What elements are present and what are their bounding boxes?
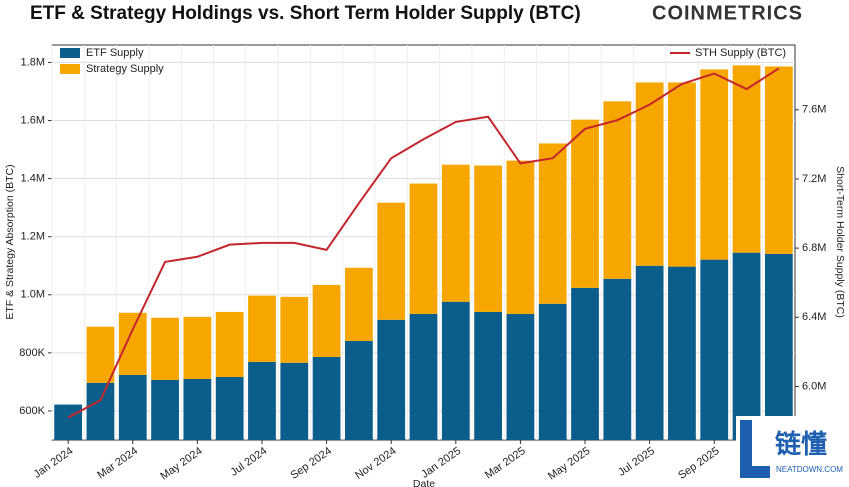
bar-segment [764, 253, 793, 440]
y-tick-label: 1.0M [21, 289, 45, 301]
bar-segment [215, 376, 244, 440]
y2-axis-label: Short-Term Holder Supply (BTC) [834, 166, 846, 318]
y-axis-label: ETF & Strategy Absorption (BTC) [4, 164, 16, 319]
bar-segment [635, 265, 664, 440]
brand: COINMETRICS [652, 2, 803, 24]
x-tick-label: Sep 2024 [289, 445, 334, 482]
legend-swatch [60, 64, 80, 74]
bar-segment [409, 313, 438, 440]
bar-segment [86, 326, 115, 383]
bar-segment [248, 361, 276, 440]
bar-segment [409, 183, 438, 314]
bar-segment [474, 311, 502, 440]
x-tick-label: May 2025 [546, 445, 592, 483]
x-tick-label: Nov 2024 [353, 445, 398, 482]
bar-segment [571, 119, 599, 288]
bar-segment [86, 382, 115, 440]
bar-segment [700, 69, 729, 260]
bar-segment [345, 267, 373, 341]
bar-segment [377, 319, 406, 440]
y-tick-label: 1.8M [21, 56, 45, 68]
line-series [67, 67, 780, 419]
legend-label: ETF Supply [86, 47, 144, 59]
x-tick-label: May 2024 [158, 445, 204, 483]
bar-segment [248, 295, 276, 362]
bar-segment [183, 379, 212, 440]
watermark-logo [740, 420, 770, 478]
bar-segment [183, 316, 212, 380]
x-tick-label: Mar 2024 [95, 445, 140, 481]
x-tick-label: Jan 2025 [419, 445, 463, 481]
bar-segment [603, 278, 632, 440]
bar-segment [506, 160, 535, 314]
bar-segment [603, 101, 632, 279]
bar-segment [506, 313, 535, 440]
bar-segment [151, 317, 179, 380]
legend-label: STH Supply (BTC) [695, 47, 786, 59]
bar-segment [280, 296, 309, 363]
y2-tick-label: 7.2M [802, 173, 826, 185]
bar-segment [668, 266, 696, 440]
x-axis-label: Date [413, 478, 435, 487]
bar-segment [280, 362, 309, 440]
bar-segment [732, 252, 761, 440]
x-tick-label: Jan 2024 [32, 445, 76, 481]
bar-segment [441, 164, 470, 302]
y-tick-label: 600K [19, 405, 45, 417]
y-tick-label: 1.6M [21, 114, 45, 126]
bar-segment [345, 340, 373, 440]
bar-segment [54, 404, 83, 440]
y2-tick-label: 7.6M [802, 104, 826, 116]
bar-segment [635, 82, 664, 266]
bar-segment [668, 82, 696, 267]
legend-swatch [60, 48, 80, 58]
bar-segment [118, 312, 147, 375]
y-tick-label: 800K [19, 347, 45, 359]
y2-tick-label: 6.8M [802, 242, 826, 254]
x-tick-label: Mar 2025 [483, 445, 528, 481]
bar-segment [441, 301, 470, 440]
watermark-text: 链懂 [775, 429, 827, 459]
y-tick-label: 1.2M [21, 231, 45, 243]
bar-segment [764, 66, 793, 254]
y-tick-label: 1.4M [21, 173, 45, 185]
bar-segment [538, 303, 567, 440]
x-tick-label: Sep 2025 [676, 445, 721, 482]
bar-segment [312, 356, 341, 440]
bar-segment [312, 284, 341, 357]
bar-segment [151, 379, 179, 440]
y2-tick-label: 6.0M [802, 380, 826, 392]
x-tick-label: Jul 2024 [228, 445, 269, 479]
watermark-url: NEATDOWN.COM [776, 465, 843, 474]
bar-segment [700, 259, 729, 440]
bar-segment [118, 374, 147, 440]
bar-segment [377, 202, 406, 320]
bar-segment [732, 65, 761, 253]
y2-tick-label: 6.4M [802, 311, 826, 323]
bar-segment [571, 287, 599, 440]
bar-segment [215, 311, 244, 377]
legend-label: Strategy Supply [86, 63, 164, 75]
x-tick-label: Jul 2025 [616, 445, 657, 479]
bar-segment [474, 165, 502, 312]
bar-segment [538, 143, 567, 304]
chart-title: ETF & Strategy Holdings vs. Short Term H… [30, 3, 581, 24]
